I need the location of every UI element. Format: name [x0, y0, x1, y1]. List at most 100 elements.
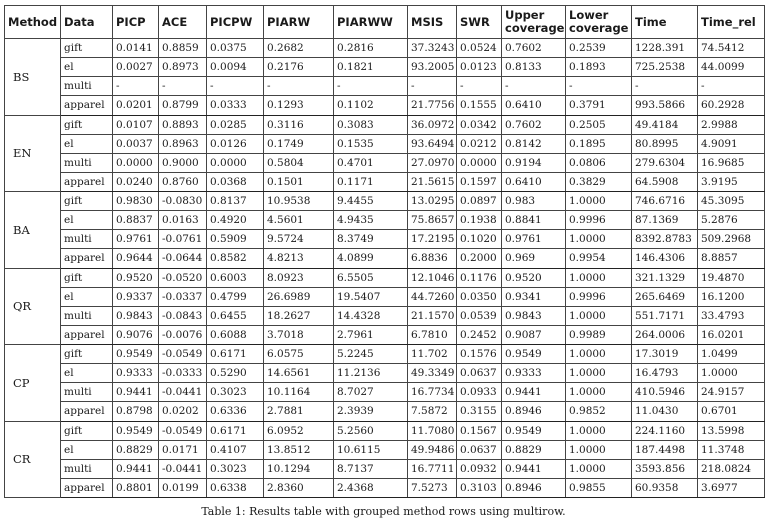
value-cell: 60.9358 [631, 477, 698, 499]
value-cell: 0.5909 [206, 229, 264, 250]
value-cell: 5.2245 [333, 343, 408, 365]
value-cell: 11.2136 [333, 363, 408, 384]
value-cell: - [263, 76, 334, 97]
column-header: Method [4, 5, 61, 39]
value-cell: 0.8893 [158, 114, 207, 135]
table-row: apparel 0.8798 0.0202 0.6336 2.7881 2.3939 7.5… [5, 401, 765, 422]
value-cell: 2.7961 [333, 324, 408, 346]
value-cell: 0.6171 [206, 420, 264, 441]
value-cell: 4.8213 [263, 248, 334, 269]
value-cell: 33.4793 [697, 305, 765, 326]
value-cell: 0.4107 [206, 439, 264, 460]
value-cell: 0.8837 [112, 210, 159, 231]
value-cell: - [456, 76, 502, 97]
value-cell: 0.2452 [456, 324, 502, 346]
value-cell: 0.4799 [206, 286, 264, 307]
value-cell: 2.3939 [333, 401, 408, 422]
value-cell: 5.2876 [697, 210, 765, 231]
dataset-cell: gift [60, 114, 113, 135]
value-cell: 0.1567 [456, 420, 502, 441]
dataset-cell: gift [60, 343, 113, 365]
table-row: multi - - - - - - - - - - - [5, 76, 765, 97]
value-cell: 0.6003 [206, 267, 264, 288]
value-cell: 0.0000 [112, 152, 159, 173]
value-cell: 0.9644 [112, 248, 159, 269]
value-cell: 0.0285 [206, 114, 264, 135]
value-cell: 0.9441 [501, 458, 566, 479]
value-cell: 1228.391 [631, 37, 698, 59]
value-cell: 0.4920 [206, 210, 264, 231]
value-cell: 0.9441 [501, 382, 566, 403]
value-cell: 0.9076 [112, 324, 159, 346]
value-cell: 0.1821 [333, 57, 408, 78]
value-cell: 0.0350 [456, 286, 502, 307]
value-cell: 4.5601 [263, 210, 334, 231]
value-cell: 0.9843 [112, 305, 159, 326]
value-cell: 6.0952 [263, 420, 334, 441]
table-row: CP gift 0.9549 -0.0549 0.6171 6.0575 5.2245 11.… [4, 343, 765, 422]
method-cell: BS [4, 38, 61, 116]
dataset-cell: multi [60, 305, 113, 326]
value-cell: 0.0000 [206, 152, 264, 173]
value-cell: 0.0212 [456, 133, 502, 154]
value-cell: 7.5273 [407, 477, 457, 499]
column-header: Time [631, 5, 698, 39]
value-cell: 74.5412 [697, 37, 765, 59]
value-cell: 8.8857 [697, 248, 765, 269]
dataset-cell: apparel [60, 477, 113, 499]
value-cell: -0.0520 [158, 267, 207, 288]
value-cell: 0.9852 [565, 401, 632, 422]
method-cell: CR [4, 420, 61, 498]
value-cell: 10.6115 [333, 439, 408, 460]
value-cell: 21.1570 [407, 305, 457, 326]
value-cell: 1.0000 [565, 363, 632, 384]
method-cell: EN [4, 114, 61, 192]
value-cell: 3.6977 [697, 477, 765, 499]
value-cell: 37.3243 [407, 37, 457, 59]
value-cell: 0.9441 [112, 458, 159, 479]
value-cell: 0.5804 [263, 152, 334, 173]
dataset-cell: multi [60, 76, 113, 97]
value-cell: 0.8582 [206, 248, 264, 269]
value-cell: 9.5724 [263, 229, 334, 250]
value-cell: -0.0337 [158, 286, 207, 307]
value-cell: 17.3019 [631, 343, 698, 365]
value-cell: 36.0972 [407, 114, 457, 135]
value-cell: 11.0430 [631, 401, 698, 422]
value-cell: 0.0342 [456, 114, 502, 135]
value-cell: 0.0637 [456, 439, 502, 460]
value-cell: - [631, 76, 698, 97]
column-header: PIARW [263, 5, 334, 39]
value-cell: -0.0644 [158, 248, 207, 269]
value-cell: 0.0637 [456, 363, 502, 384]
value-cell: 0.1293 [263, 95, 334, 116]
value-cell: 13.0295 [407, 190, 457, 212]
table-row: QR gift 0.9520 -0.0520 0.6003 8.0923 6.5505 12.… [4, 267, 765, 345]
value-cell: 0.2816 [333, 37, 408, 59]
table-row: el 0.0027 0.8973 0.0094 0.2176 0.1821 93.2005 0… [5, 57, 765, 78]
value-cell: 0.0171 [158, 439, 207, 460]
value-cell: 0.0027 [112, 57, 159, 78]
value-cell: 146.4306 [631, 248, 698, 269]
value-cell: 0.0037 [112, 133, 159, 154]
value-cell: 75.8657 [407, 210, 457, 231]
value-cell: 0.3103 [456, 477, 502, 499]
dataset-cell: apparel [60, 95, 113, 116]
value-cell: 21.5615 [407, 171, 457, 193]
value-cell: 0.2539 [565, 37, 632, 59]
results-table: Method Data PICP ACE PICPW PIARW PIARWW … [4, 5, 765, 499]
value-cell: 0.969 [501, 248, 566, 269]
value-cell: 26.6989 [263, 286, 334, 307]
dataset-cell: gift [60, 267, 113, 288]
value-cell: 0.9843 [501, 305, 566, 326]
column-header: Data [60, 5, 113, 39]
value-cell: 0.1576 [456, 343, 502, 365]
value-cell: 187.4498 [631, 439, 698, 460]
value-cell: 0.2176 [263, 57, 334, 78]
value-cell: - [158, 76, 207, 97]
table-row: el 0.9337 -0.0337 0.4799 26.6989 19.5407 44.72… [5, 286, 765, 307]
value-cell: -0.0830 [158, 190, 207, 212]
value-cell: 0.8799 [158, 95, 207, 116]
value-cell: 0.0368 [206, 171, 264, 193]
value-cell: 8.7027 [333, 382, 408, 403]
